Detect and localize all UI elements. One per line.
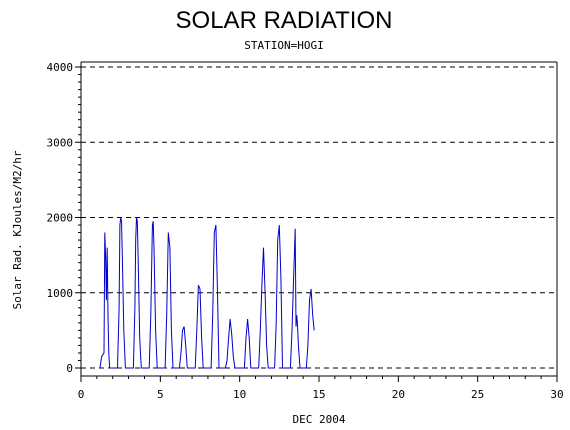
y-axis-ticks: 0 1000 2000 3000 4000 — [47, 61, 81, 375]
y-tick-label-4000: 4000 — [47, 61, 74, 74]
x-tick-label-5: 5 — [157, 388, 164, 401]
y-tick-label-0: 0 — [66, 362, 73, 375]
x-tick-label-20: 20 — [392, 388, 405, 401]
x-axis-label: DEC 2004 — [293, 413, 346, 426]
series-line-0 — [99, 217, 315, 369]
y-tick-label-2000: 2000 — [47, 212, 74, 225]
x-tick-label-15: 15 — [312, 388, 325, 401]
x-tick-label-10: 10 — [233, 388, 246, 401]
x-tick-label-0: 0 — [78, 388, 85, 401]
y-tick-label-1000: 1000 — [47, 287, 74, 300]
y-tick-label-3000: 3000 — [47, 136, 74, 149]
x-tick-label-30: 30 — [550, 388, 563, 401]
axes — [80, 61, 558, 377]
x-axis-ticks: 0 5 10 15 20 25 30 — [78, 376, 564, 401]
x-tick-label-25: 25 — [471, 388, 484, 401]
grid-lines — [81, 66, 557, 369]
y-axis-label: Solar Rad. KJoules/M2/hr — [11, 150, 24, 309]
chart-subtitle: STATION=HOGI — [244, 39, 323, 52]
series-group — [99, 217, 315, 369]
chart-title: SOLAR RADIATION — [176, 7, 393, 34]
